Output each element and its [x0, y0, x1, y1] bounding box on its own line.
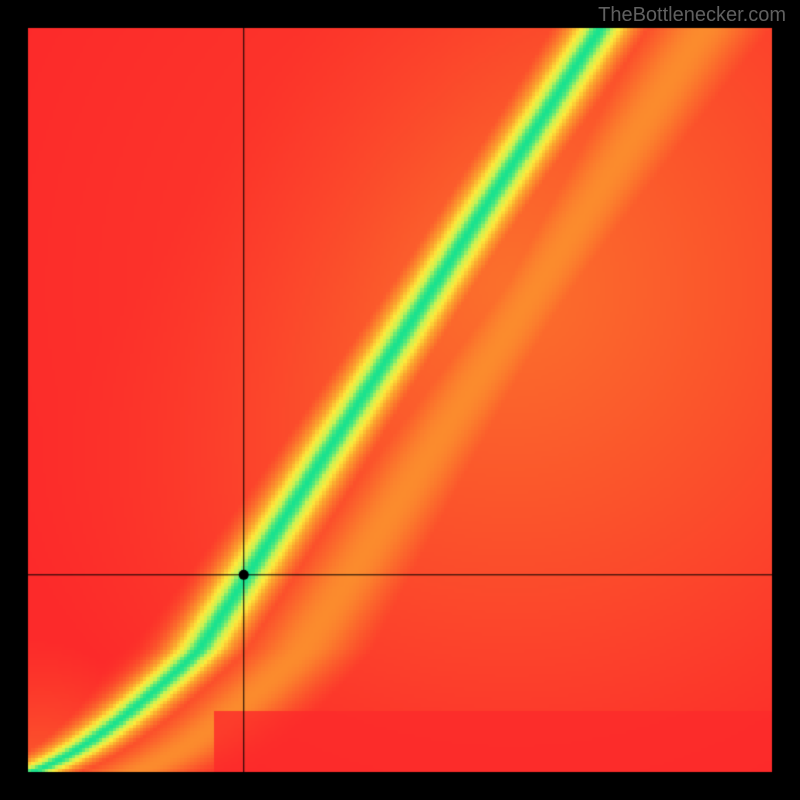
- watermark-text: TheBottlenecker.com: [598, 4, 786, 27]
- bottleneck-heatmap: [0, 0, 800, 800]
- chart-container: TheBottlenecker.com: [0, 0, 800, 800]
